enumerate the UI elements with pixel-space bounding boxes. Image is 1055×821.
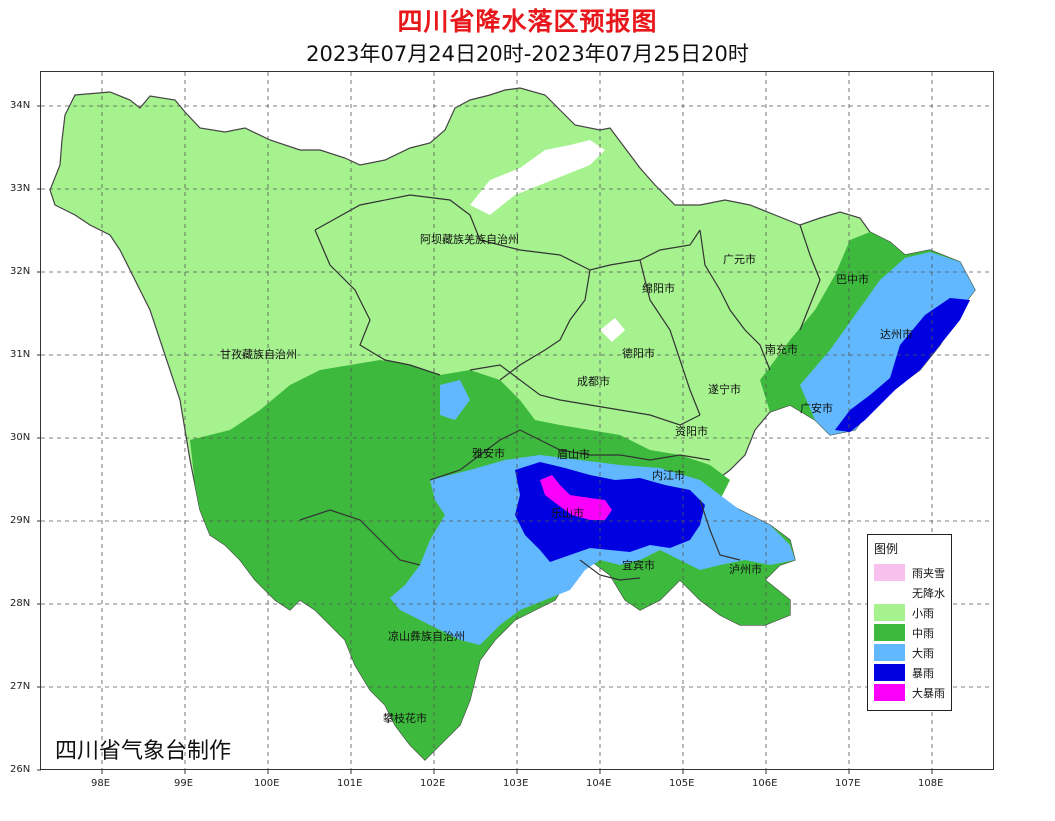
map-subtitle: 2023年07月24日20时-2023年07月25日20时 (306, 42, 749, 66)
x-tick-label: 99E (174, 778, 194, 789)
legend-swatch (874, 604, 905, 621)
city-label: 广安市 (800, 402, 833, 415)
x-tick-label: 100E (254, 778, 280, 789)
legend-item: 小雨 (874, 604, 952, 621)
legend-swatch (874, 664, 905, 681)
y-tick-label: 26N (10, 764, 31, 775)
region-extreme-rain (540, 475, 612, 520)
legend-title: 图例 (874, 542, 899, 556)
credit-text: 四川省气象台制作 (55, 739, 232, 764)
city-label: 达州市 (880, 328, 913, 341)
city-label: 宜宾市 (622, 559, 655, 572)
y-tick-label: 30N (10, 432, 31, 443)
x-tick-label: 107E (835, 778, 861, 789)
legend-item: 雨夹雪 (874, 564, 952, 581)
y-tick-label: 32N (10, 266, 31, 277)
grid-lines (41, 72, 993, 770)
y-tick-label: 27N (10, 681, 31, 692)
y-tick-label: 33N (10, 183, 31, 194)
legend-label: 大雨 (912, 647, 934, 660)
x-tick-label: 101E (337, 778, 363, 789)
legend-item: 中雨 (874, 624, 952, 641)
region-heavy-rain (800, 252, 975, 435)
city-label: 凉山彝族自治州 (388, 630, 465, 643)
city-label: 绵阳市 (642, 282, 675, 295)
legend-label: 大暴雨 (912, 687, 945, 700)
x-tick-label: 105E (669, 778, 695, 789)
region-heavy-rain (440, 380, 470, 420)
legend-label: 小雨 (912, 607, 934, 620)
city-label: 攀枝花市 (383, 712, 427, 725)
y-tick-label: 29N (10, 515, 31, 526)
city-label: 广元市 (723, 253, 756, 266)
legend-swatch (874, 564, 905, 581)
x-tick-label: 108E (918, 778, 944, 789)
legend-item: 无降水 (874, 584, 952, 601)
map-frame (40, 71, 994, 770)
legend-swatch (874, 684, 905, 701)
city-label: 雅安市 (472, 447, 505, 460)
city-label: 甘孜藏族自治州 (220, 348, 297, 361)
region-rainstorm (835, 298, 970, 432)
city-label: 内江市 (652, 469, 685, 482)
city-label: 乐山市 (551, 507, 584, 520)
y-tick-label: 34N (10, 100, 31, 111)
legend-swatch (874, 624, 905, 641)
region-no-precip (470, 140, 605, 215)
legend-label: 雨夹雪 (912, 567, 945, 580)
legend-label: 无降水 (912, 587, 945, 600)
legend-item: 大暴雨 (874, 684, 952, 701)
map-title: 四川省降水落区预报图 (397, 7, 658, 36)
city-label: 阿坝藏族羌族自治州 (420, 233, 519, 246)
admin-boundaries (299, 194, 821, 581)
city-label: 资阳市 (675, 425, 708, 438)
city-label: 南充市 (765, 343, 798, 356)
legend-label: 中雨 (912, 627, 934, 640)
region-no-precip (600, 318, 625, 342)
city-label: 眉山市 (557, 448, 590, 461)
x-tick-label: 103E (503, 778, 529, 789)
x-tick-label: 102E (420, 778, 446, 789)
x-tick-label: 98E (91, 778, 111, 789)
x-tick-label: 104E (586, 778, 612, 789)
y-tick-label: 31N (10, 349, 31, 360)
legend-box: 图例 雨夹雪 无降水 小雨 中雨 大雨 暴雨 大暴雨 (867, 534, 952, 711)
legend-item: 暴雨 (874, 664, 952, 681)
y-tick-label: 28N (10, 598, 31, 609)
city-label: 德阳市 (622, 347, 655, 360)
legend-item: 大雨 (874, 644, 952, 661)
city-label: 成都市 (577, 375, 610, 388)
x-tick-label: 106E (752, 778, 778, 789)
legend-swatch (874, 644, 905, 661)
city-label: 遂宁市 (708, 383, 741, 396)
legend-swatch (874, 584, 905, 601)
legend-label: 暴雨 (912, 667, 934, 680)
city-label: 巴中市 (836, 273, 869, 286)
city-label: 泸州市 (729, 563, 762, 576)
